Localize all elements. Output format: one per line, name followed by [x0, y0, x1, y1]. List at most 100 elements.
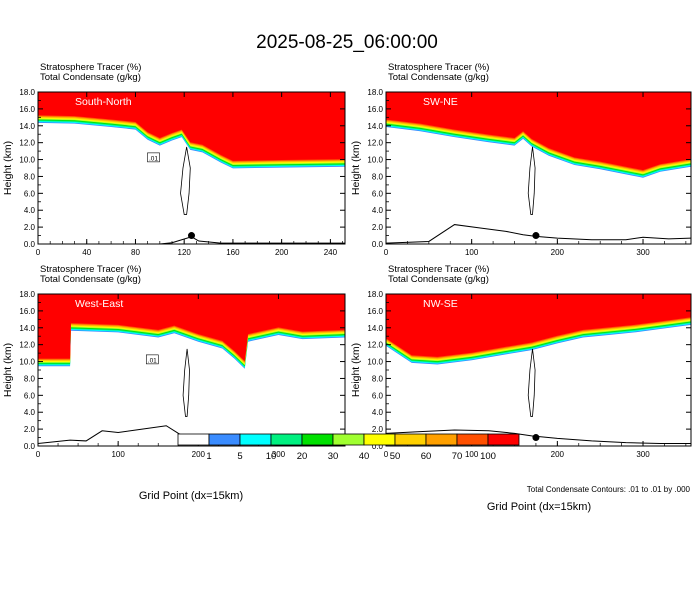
panel-title-tracer: Stratosphere Tracer (%) [388, 62, 489, 73]
panel-title-tracer: Stratosphere Tracer (%) [40, 264, 141, 275]
y-axis-label: Height (km) [350, 343, 362, 397]
panel-title-tracer: Stratosphere Tracer (%) [40, 62, 141, 73]
panel-title-condensate: Total Condensate (g/kg) [40, 72, 141, 83]
y-tick-label: 12.0 [367, 341, 383, 350]
colorbar-swatch [456, 433, 489, 446]
y-tick-label: 2.0 [372, 425, 384, 434]
y-tick-label: 0.0 [24, 240, 36, 249]
colorbar: 1 5 10 20 30 40 50 60 70 100 [177, 433, 520, 462]
x-tick-label: 200 [551, 450, 565, 459]
figure-title: 2025-08-25_06:00:00 [256, 32, 438, 53]
y-tick-label: 2.0 [372, 223, 384, 232]
y-tick-label: 6.0 [372, 189, 384, 198]
location-marker [188, 232, 195, 240]
contour-label: .01 [145, 354, 159, 364]
y-axis-label: Height (km) [350, 141, 362, 195]
colorbar-label: 60 [421, 451, 432, 462]
y-tick-label: 8.0 [372, 172, 384, 181]
y-tick-label: 4.0 [372, 206, 384, 215]
x-axis-label-left: Grid Point (dx=15km) [139, 490, 243, 502]
panel-label: NW-SE [423, 298, 458, 310]
y-tick-label: 16.0 [19, 105, 35, 114]
panel-label: West-East [75, 298, 123, 310]
x-tick-label: 200 [551, 248, 565, 257]
x-tick-label: 100 [465, 248, 479, 257]
panel-2: Stratosphere Tracer (%)Total Condensate … [350, 62, 692, 257]
panel-title-tracer: Stratosphere Tracer (%) [388, 264, 489, 275]
tracer-core [386, 294, 691, 355]
terrain-line [386, 429, 691, 444]
panels-group: Stratosphere Tracer (%)Total Condensate … [2, 62, 692, 459]
colorbar-label: 10 [266, 451, 277, 462]
x-tick-label: 100 [465, 450, 479, 459]
panel-4: Stratosphere Tracer (%)Total Condensate … [350, 264, 692, 459]
colorbar-label: 20 [297, 451, 308, 462]
panel-label: SW-NE [423, 96, 458, 108]
x-tick-label: 80 [131, 248, 140, 257]
y-tick-label: 4.0 [372, 408, 384, 417]
colorbar-label: 5 [237, 451, 242, 462]
colorbar-label: 1 [206, 451, 211, 462]
y-tick-label: 10.0 [367, 156, 383, 165]
y-tick-label: 16.0 [367, 105, 383, 114]
condensate-contour [527, 146, 536, 215]
y-tick-label: 6.0 [372, 391, 384, 400]
y-tick-label: 18.0 [19, 290, 35, 299]
colorbar-swatch [270, 433, 303, 446]
y-tick-label: 14.0 [19, 122, 35, 131]
x-tick-label: 160 [226, 248, 240, 257]
svg-text:.01: .01 [149, 155, 158, 162]
y-tick-label: 8.0 [24, 172, 36, 181]
y-tick-label: 18.0 [367, 290, 383, 299]
y-tick-label: 4.0 [24, 206, 36, 215]
panel-title-condensate: Total Condensate (g/kg) [40, 274, 141, 285]
plot-content [386, 92, 691, 244]
x-tick-label: 200 [192, 450, 206, 459]
panel-1: Stratosphere Tracer (%)Total Condensate … [2, 62, 346, 257]
x-tick-label: 300 [272, 450, 286, 459]
y-tick-label: 16.0 [367, 307, 383, 316]
y-tick-label: 14.0 [367, 122, 383, 131]
y-tick-label: 2.0 [24, 223, 36, 232]
condensate-contour [180, 146, 191, 215]
colorbar-swatch [177, 433, 210, 446]
y-tick-label: 4.0 [24, 408, 36, 417]
x-axis-label-right: Grid Point (dx=15km) [487, 501, 591, 513]
y-tick-label: 8.0 [24, 374, 36, 383]
plot-content [38, 294, 345, 446]
y-tick-label: 0.0 [372, 442, 384, 451]
x-tick-label: 0 [36, 248, 41, 257]
y-tick-label: 12.0 [367, 139, 383, 148]
y-tick-label: 12.0 [19, 139, 35, 148]
y-tick-label: 10.0 [367, 358, 383, 367]
colorbar-label: 30 [328, 451, 339, 462]
condensate-contour [182, 348, 190, 417]
y-tick-label: 14.0 [367, 324, 383, 333]
panel-title-condensate: Total Condensate (g/kg) [388, 72, 489, 83]
x-tick-label: 240 [324, 248, 338, 257]
tracer-core [38, 92, 345, 159]
colorbar-swatch [363, 433, 396, 446]
panel-3: Stratosphere Tracer (%)Total Condensate … [2, 264, 346, 459]
x-tick-label: 300 [636, 248, 650, 257]
y-tick-label: 18.0 [367, 88, 383, 97]
y-tick-label: 12.0 [19, 341, 35, 350]
svg-text:.01: .01 [148, 357, 157, 364]
y-tick-label: 2.0 [24, 425, 36, 434]
y-tick-label: 10.0 [19, 156, 35, 165]
x-tick-label: 300 [636, 450, 650, 459]
colorbar-swatch [487, 433, 520, 446]
plot-content [386, 294, 691, 444]
y-axis-label: Height (km) [2, 141, 14, 195]
tracer-core [38, 294, 345, 360]
contour-label: .01 [147, 152, 160, 162]
colorbar-swatch [208, 433, 241, 446]
colorbar-label: 50 [390, 451, 401, 462]
y-tick-label: 0.0 [24, 442, 36, 451]
x-tick-label: 40 [82, 248, 91, 257]
y-tick-label: 18.0 [19, 88, 35, 97]
y-tick-label: 14.0 [19, 324, 35, 333]
tracer-core [386, 92, 691, 168]
y-axis-label: Height (km) [2, 343, 14, 397]
y-tick-label: 6.0 [24, 391, 36, 400]
